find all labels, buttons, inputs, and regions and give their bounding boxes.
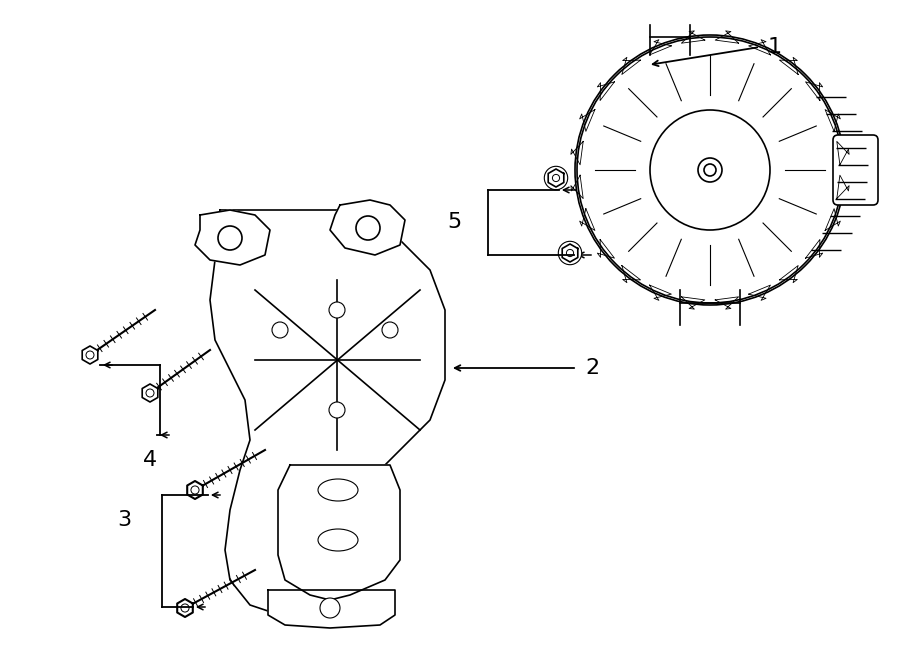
Polygon shape — [195, 210, 270, 265]
Circle shape — [181, 604, 189, 612]
Polygon shape — [330, 200, 405, 255]
Circle shape — [329, 302, 345, 318]
Circle shape — [698, 158, 722, 182]
Circle shape — [272, 322, 288, 338]
Polygon shape — [562, 244, 578, 262]
Ellipse shape — [318, 529, 358, 551]
Circle shape — [191, 486, 199, 494]
Circle shape — [544, 167, 568, 190]
Circle shape — [553, 175, 560, 182]
Circle shape — [320, 598, 340, 618]
Circle shape — [704, 164, 716, 176]
Polygon shape — [177, 599, 193, 617]
Circle shape — [650, 110, 770, 230]
Polygon shape — [278, 465, 400, 600]
Text: 2: 2 — [585, 358, 599, 378]
Polygon shape — [268, 590, 395, 628]
Polygon shape — [187, 481, 202, 499]
Circle shape — [558, 241, 581, 264]
Text: 1: 1 — [768, 37, 782, 57]
Circle shape — [218, 226, 242, 250]
Circle shape — [329, 402, 345, 418]
Circle shape — [680, 140, 740, 200]
Polygon shape — [82, 346, 98, 364]
Polygon shape — [548, 169, 563, 187]
Text: 5: 5 — [448, 212, 462, 232]
Circle shape — [86, 351, 94, 359]
Polygon shape — [142, 384, 157, 402]
FancyBboxPatch shape — [833, 135, 878, 205]
Circle shape — [665, 125, 755, 215]
Circle shape — [566, 249, 573, 256]
Text: 3: 3 — [117, 510, 131, 530]
Circle shape — [356, 216, 380, 240]
Circle shape — [575, 35, 845, 305]
Circle shape — [382, 322, 398, 338]
Circle shape — [146, 389, 154, 397]
Polygon shape — [210, 210, 445, 615]
Text: 4: 4 — [143, 450, 157, 470]
Ellipse shape — [318, 479, 358, 501]
Circle shape — [577, 37, 843, 303]
